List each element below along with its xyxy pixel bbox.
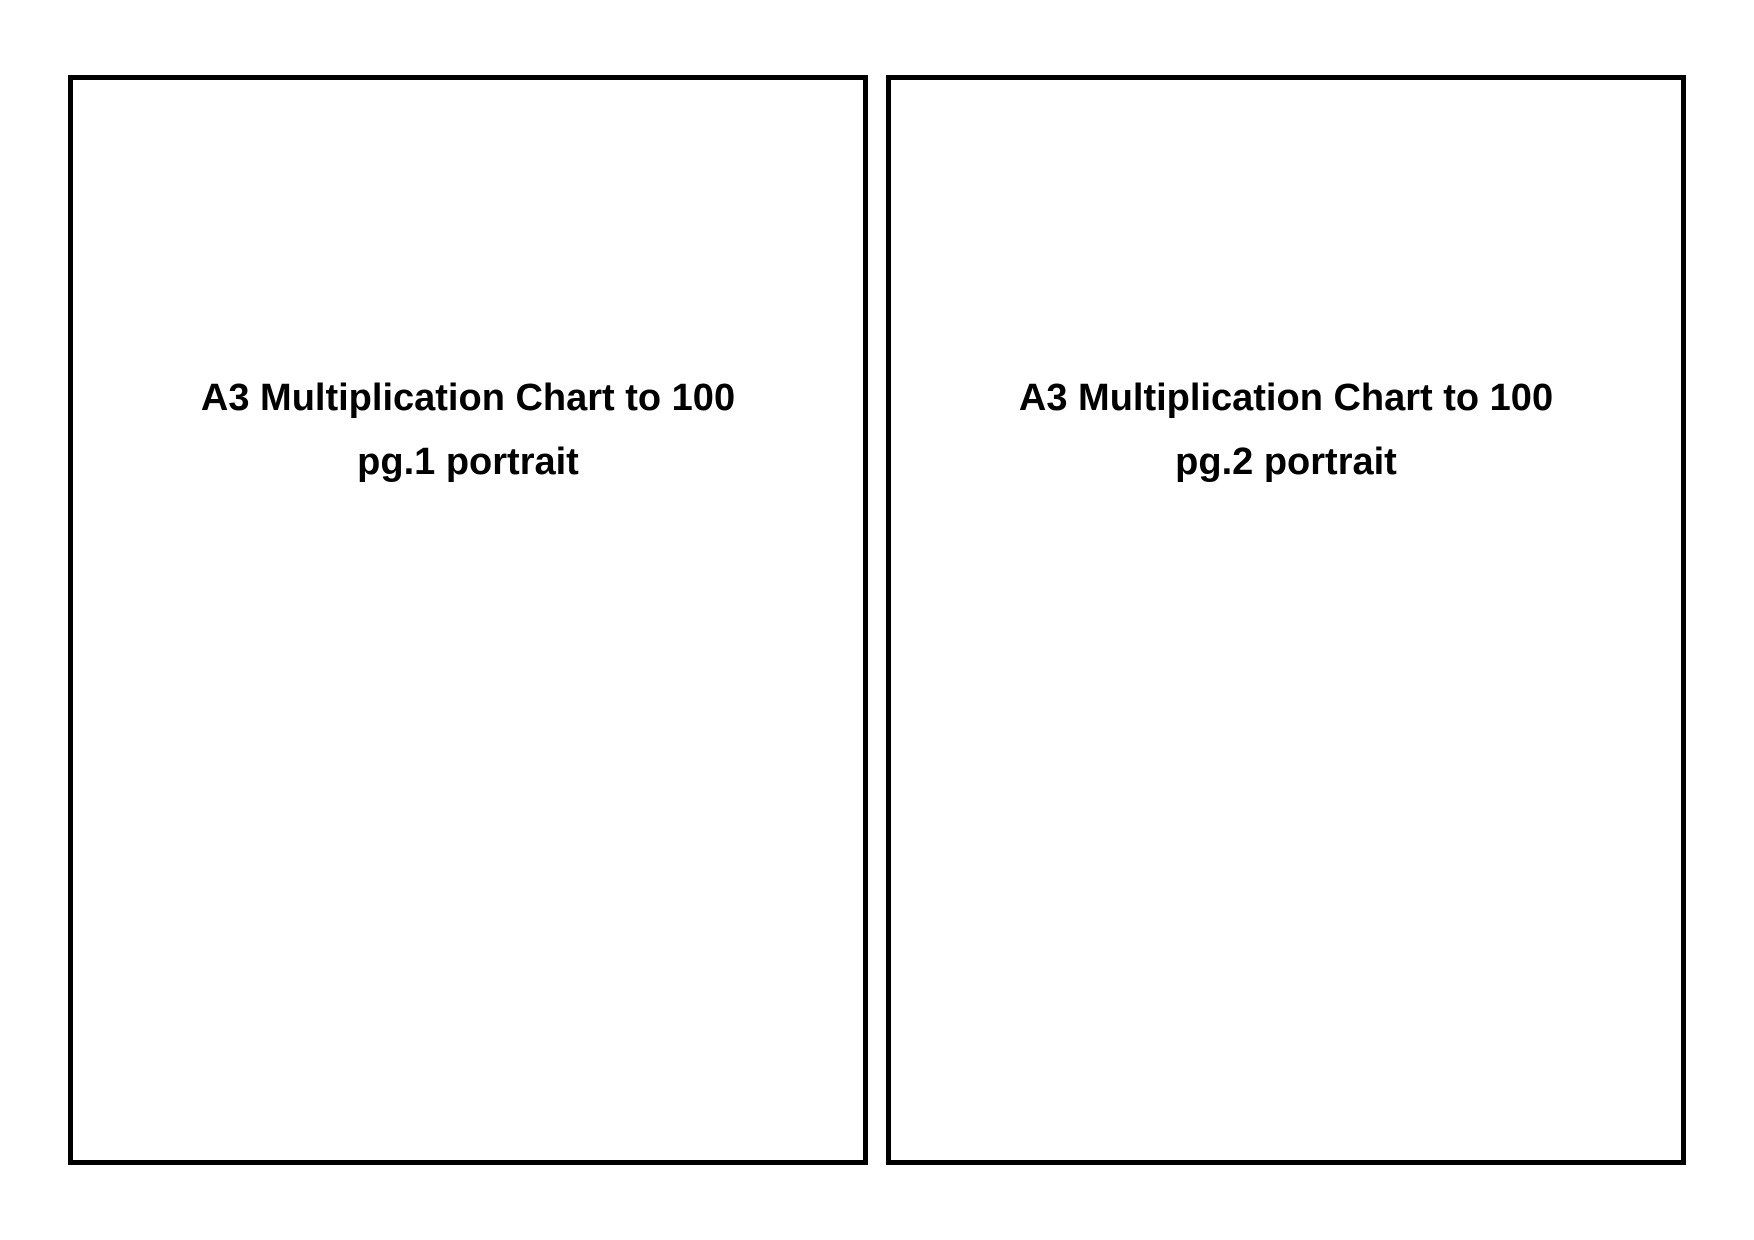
- panel-2-subtitle: pg.2 portrait: [1175, 441, 1397, 484]
- panel-2-title: A3 Multiplication Chart to 100: [1019, 370, 1553, 427]
- panel-1-title: A3 Multiplication Chart to 100: [201, 370, 735, 427]
- page-panel-2: A3 Multiplication Chart to 100 pg.2 port…: [886, 75, 1686, 1165]
- panel-1-subtitle: pg.1 portrait: [357, 441, 579, 484]
- page-panel-1: A3 Multiplication Chart to 100 pg.1 port…: [68, 75, 868, 1165]
